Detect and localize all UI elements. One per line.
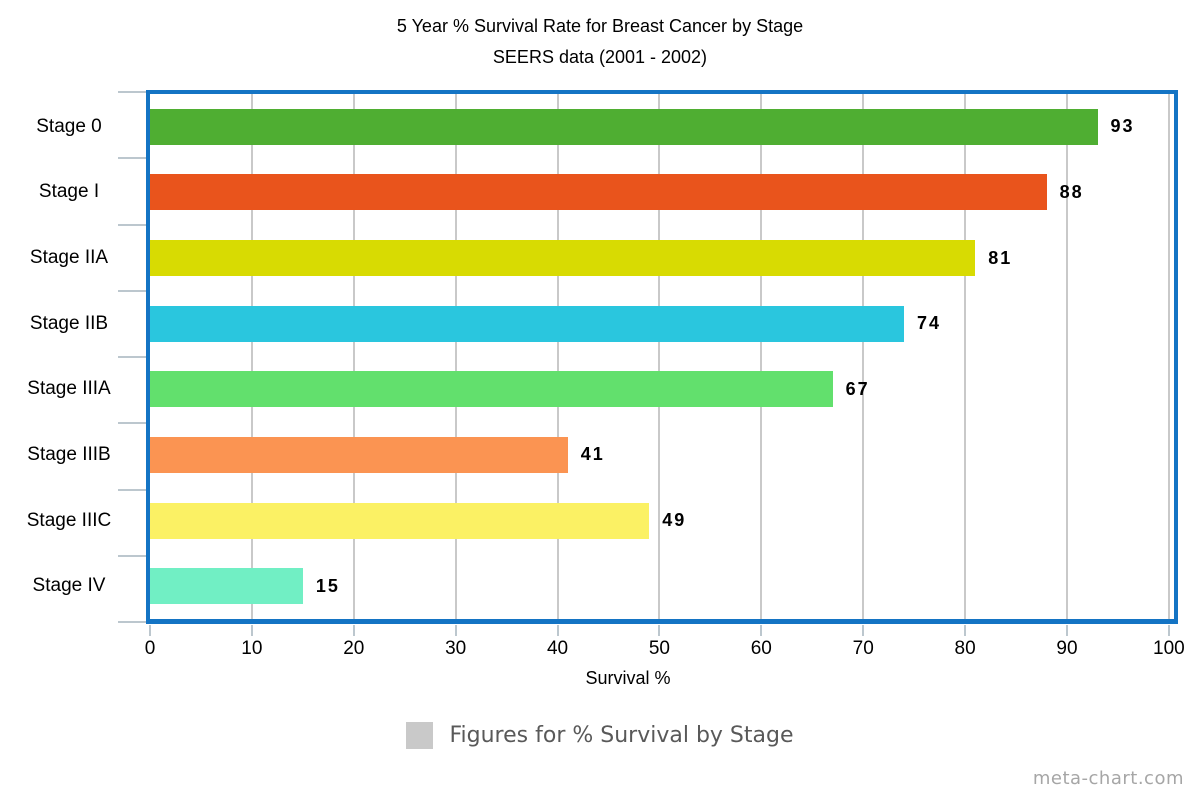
bar: [150, 108, 1098, 145]
bar-value-label: 67: [845, 378, 870, 399]
bar-value-label: 49: [662, 510, 687, 531]
bar: [150, 305, 904, 342]
x-tick-label: 100: [1153, 638, 1185, 659]
bar-row: 74: [150, 291, 1174, 357]
x-tick-mark: [352, 625, 355, 636]
bar-value-label: 15: [315, 575, 340, 596]
category-label: Stage 0: [36, 115, 102, 137]
x-tick-label: 80: [954, 638, 976, 659]
plot-area: 93 88 81 74 67 41 49 15: [146, 90, 1178, 624]
bar-value-label: 81: [988, 247, 1013, 268]
bar-value-label: 41: [580, 444, 605, 465]
x-tick-label: 60: [750, 638, 772, 659]
category-label: Stage IIB: [29, 312, 109, 334]
gridline: [658, 94, 661, 619]
x-tick-label: 70: [852, 638, 874, 659]
y-tick-mark: [118, 621, 146, 623]
chart-subtitle: SEERS data (2001 - 2002): [492, 47, 708, 67]
x-tick-label: 0: [144, 638, 156, 659]
legend-label: Figures for % Survival by Stage: [449, 723, 794, 748]
bar-row: 15: [150, 553, 1174, 619]
legend: Figures for % Survival by Stage: [0, 722, 1200, 749]
bar-row: 67: [150, 357, 1174, 423]
x-tick-label: 30: [445, 638, 467, 659]
gridline: [1167, 94, 1170, 619]
gridline: [352, 94, 355, 619]
watermark: meta-chart.com: [1032, 768, 1184, 789]
x-tick-mark: [1065, 625, 1068, 636]
x-tick-mark: [760, 625, 763, 636]
gridlines: [150, 94, 1174, 619]
category-label: Stage I: [38, 181, 100, 203]
gridline: [1065, 94, 1068, 619]
x-tick-mark: [964, 625, 967, 636]
x-tick-mark: [1167, 625, 1170, 636]
gridline: [760, 94, 763, 619]
category-label: Stage IIIC: [26, 509, 112, 531]
bar-row: 41: [150, 422, 1174, 488]
bar: [150, 568, 303, 605]
y-axis-ticks: [118, 91, 146, 623]
x-tick-mark: [149, 625, 151, 636]
gridline: [454, 94, 457, 619]
bar: [150, 436, 568, 473]
y-tick-mark: [118, 356, 146, 358]
bar-value-label: 93: [1110, 116, 1135, 137]
category-label: Stage IIIB: [27, 443, 111, 465]
y-tick-mark: [118, 289, 146, 292]
legend-swatch-icon: [406, 722, 434, 749]
x-tick-label: 40: [546, 638, 569, 659]
bar-rows: 93 88 81 74 67 41 49 15: [150, 94, 1174, 619]
category-label: Stage IIIA: [27, 378, 111, 400]
x-tick-label: 90: [1056, 638, 1078, 659]
x-tick-label: 50: [648, 638, 671, 659]
category-label: Stage IIA: [29, 247, 109, 269]
y-tick-mark: [118, 488, 146, 491]
bar: [150, 502, 650, 539]
gridline: [964, 94, 967, 619]
x-axis-tick-labels: 0 10 20 30 40 50 60 70 80 90 100: [145, 638, 1185, 662]
y-tick-mark: [118, 91, 146, 93]
bar: [150, 240, 976, 277]
y-tick-mark: [118, 554, 146, 557]
x-tick-mark: [454, 625, 457, 636]
gridline: [556, 94, 559, 619]
category-label: Stage IV: [32, 575, 106, 597]
x-tick-mark: [658, 625, 661, 636]
x-tick-label: 10: [241, 638, 263, 659]
x-tick-mark: [556, 625, 559, 636]
y-axis-labels: Stage 0 Stage I Stage IIA Stage IIB Stage II…: [0, 94, 138, 619]
bar: [150, 174, 1047, 211]
bar-row: 49: [150, 488, 1174, 554]
chart-title: 5 Year % Survival Rate for Breast Cancer…: [396, 16, 804, 36]
x-tick-mark: [862, 625, 865, 636]
x-tick-mark: [250, 625, 253, 636]
y-tick-mark: [118, 223, 146, 226]
bar: [150, 371, 833, 408]
gridline: [250, 94, 253, 619]
y-tick-mark: [118, 422, 146, 425]
x-tick-label: 20: [343, 638, 365, 659]
bar-row: 88: [150, 160, 1174, 226]
y-tick-mark: [118, 157, 146, 160]
x-axis-ticks: [149, 625, 1174, 637]
bar-value-label: 88: [1059, 181, 1084, 202]
gridline: [862, 94, 865, 619]
bar-row: 93: [150, 94, 1174, 160]
bar-row: 81: [150, 225, 1174, 291]
bar-value-label: 74: [916, 313, 941, 334]
x-axis-title: Survival %: [585, 668, 671, 688]
